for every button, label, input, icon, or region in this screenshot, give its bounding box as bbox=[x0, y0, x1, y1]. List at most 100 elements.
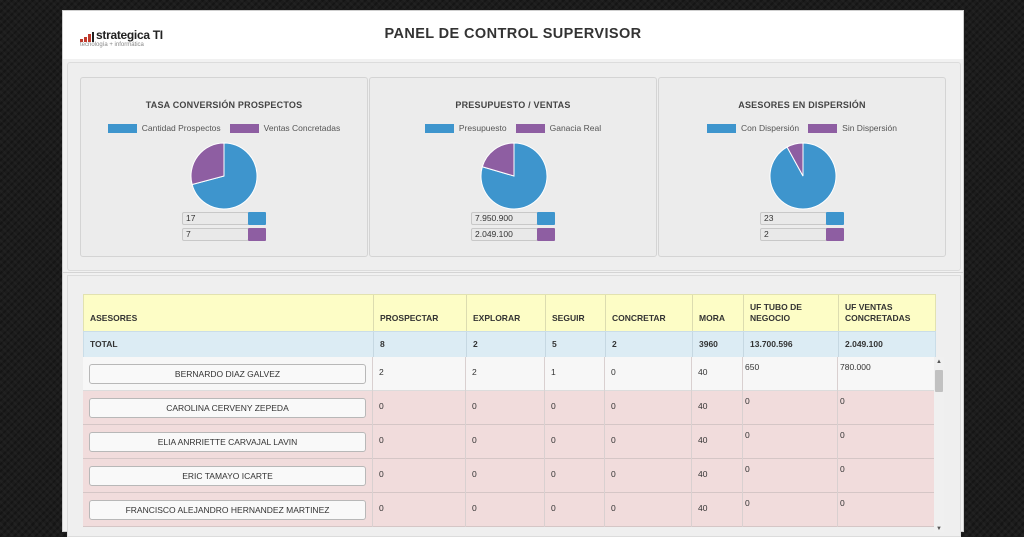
value-swatch bbox=[537, 228, 555, 241]
header: strategica TI tecnología + informática P… bbox=[63, 11, 963, 59]
column-header[interactable]: CONCRETAR bbox=[606, 295, 693, 331]
legend-label: Ventas Concretadas bbox=[263, 123, 341, 133]
asesores-table-section: ASESORES PROSPECTAR EXPLORAR SEGUIR CONC… bbox=[67, 275, 961, 537]
table-cell: 0 bbox=[373, 425, 466, 459]
legend-swatch bbox=[229, 123, 259, 133]
scroll-up-icon[interactable]: ▲ bbox=[936, 359, 942, 365]
card-title: ASESORES EN DISPERSIÓN bbox=[738, 100, 866, 110]
value-row: 7 bbox=[182, 228, 272, 241]
column-header[interactable]: UF TUBO DE NEGOCIO bbox=[744, 295, 839, 331]
asesor-button[interactable]: BERNARDO DIAZ GALVEZ bbox=[89, 364, 366, 384]
table-cell: 0 bbox=[605, 391, 692, 425]
value-swatch bbox=[537, 212, 555, 225]
value-swatch bbox=[248, 228, 266, 241]
table-cell: 0 bbox=[545, 391, 605, 425]
asesor-cell: ERIC TAMAYO ICARTE bbox=[83, 459, 373, 493]
legend-item[interactable]: Cantidad Prospectos bbox=[107, 123, 221, 133]
value-box: 7 bbox=[182, 228, 249, 241]
table-cell: 780.000 bbox=[840, 362, 871, 372]
logo-name: strategica TI bbox=[96, 28, 163, 42]
table-cell: 0 bbox=[466, 425, 545, 459]
column-header[interactable]: MORA bbox=[693, 295, 744, 331]
asesor-button[interactable]: CAROLINA CERVENY ZEPEDA bbox=[89, 398, 366, 418]
card-asesores-dispersion: ASESORES EN DISPERSIÓN Con Dispersión Si… bbox=[658, 77, 946, 257]
value-box: 2.049.100 bbox=[471, 228, 538, 241]
legend-swatch bbox=[515, 123, 545, 133]
value-row: 23 bbox=[760, 212, 850, 225]
asesor-cell: ELIA ANRRIETTE CARVAJAL LAVIN bbox=[83, 425, 373, 459]
table-cell: 40 bbox=[692, 391, 743, 425]
value-swatch bbox=[826, 212, 844, 225]
column-header[interactable]: PROSPECTAR bbox=[374, 295, 467, 331]
value-swatch bbox=[248, 212, 266, 225]
total-cell: 2.049.100 bbox=[845, 339, 883, 349]
table-cell: 0 bbox=[605, 357, 692, 391]
table-cell: 0 bbox=[466, 459, 545, 493]
column-header[interactable]: SEGUIR bbox=[546, 295, 606, 331]
legend-item[interactable]: Con Dispersión bbox=[707, 123, 799, 133]
page-title: PANEL DE CONTROL SUPERVISOR bbox=[384, 26, 642, 42]
value-box: 23 bbox=[760, 212, 827, 225]
table-cell: 0 bbox=[743, 493, 838, 527]
table-cell: 0 bbox=[373, 459, 466, 493]
scroll-down-icon[interactable]: ▼ bbox=[936, 526, 942, 532]
table-total-row: TOTAL 8 2 5 2 3960 13.700.596 2.049.100 bbox=[83, 331, 936, 358]
value-row: 17 bbox=[182, 212, 272, 225]
value-box: 7.950.900 bbox=[471, 212, 538, 225]
table-scrollbar[interactable]: ▲ ▼ bbox=[934, 357, 944, 532]
table-cell: 0 bbox=[840, 430, 845, 440]
scrollbar-thumb[interactable] bbox=[935, 370, 943, 392]
legend-swatch bbox=[707, 123, 737, 133]
table-row: CAROLINA CERVENY ZEPEDA 0 0 0 0 40 0 0 bbox=[83, 391, 934, 425]
table-cell: 40 bbox=[692, 425, 743, 459]
asesor-button[interactable]: ELIA ANRRIETTE CARVAJAL LAVIN bbox=[89, 432, 366, 452]
asesor-cell: BERNARDO DIAZ GALVEZ bbox=[83, 357, 373, 391]
legend-item[interactable]: Presupuesto bbox=[424, 123, 507, 133]
table-cell: 0 bbox=[840, 396, 845, 406]
table-header: ASESORES PROSPECTAR EXPLORAR SEGUIR CONC… bbox=[83, 294, 936, 332]
table-cell: 650 bbox=[743, 357, 838, 391]
column-header[interactable]: UF VENTAS CONCRETADAS bbox=[845, 302, 911, 323]
pie-chart[interactable] bbox=[190, 142, 258, 210]
table-cell: 0 bbox=[545, 425, 605, 459]
table-cell: 40 bbox=[692, 357, 743, 391]
column-header[interactable]: EXPLORAR bbox=[467, 295, 546, 331]
legend-swatch bbox=[107, 123, 137, 133]
pie-chart[interactable] bbox=[480, 142, 548, 210]
table-cell: 0 bbox=[605, 493, 692, 527]
table-cell: 0 bbox=[373, 391, 466, 425]
legend-label: Sin Dispersión bbox=[842, 123, 897, 133]
table-cell: 0 bbox=[743, 459, 838, 493]
table-cell: 40 bbox=[692, 459, 743, 493]
legend-item[interactable]: Sin Dispersión bbox=[808, 123, 897, 133]
table-cell: 0 bbox=[743, 391, 838, 425]
table-row: BERNARDO DIAZ GALVEZ 2 2 1 0 40 650 780.… bbox=[83, 357, 934, 391]
column-header[interactable]: ASESORES bbox=[84, 295, 374, 331]
asesor-button[interactable]: FRANCISCO ALEJANDRO HERNANDEZ MARTINEZ bbox=[89, 500, 366, 520]
total-cell: 2 bbox=[467, 332, 546, 357]
table-row: ERIC TAMAYO ICARTE 0 0 0 0 40 0 0 bbox=[83, 459, 934, 493]
pie-slice-ganacia-real[interactable] bbox=[481, 142, 515, 177]
value-box: 17 bbox=[182, 212, 249, 225]
table-cell: 0 bbox=[466, 493, 545, 527]
pie-slice-cantidad-prospectos[interactable] bbox=[191, 142, 258, 210]
pie-chart[interactable] bbox=[769, 142, 837, 210]
chart-legend: Con Dispersión Sin Dispersión bbox=[659, 123, 945, 133]
legend-item[interactable]: Ganacia Real bbox=[515, 123, 601, 133]
company-logo: strategica TI tecnología + informática bbox=[80, 28, 200, 54]
total-cell: 3960 bbox=[693, 332, 744, 357]
logo-tagline: tecnología + informática bbox=[80, 42, 144, 48]
table-body[interactable]: BERNARDO DIAZ GALVEZ 2 2 1 0 40 650 780.… bbox=[83, 357, 934, 532]
table-cell: 40 bbox=[692, 493, 743, 527]
table-cell: 0 bbox=[840, 464, 845, 474]
table-row: ELIA ANRRIETTE CARVAJAL LAVIN 0 0 0 0 40… bbox=[83, 425, 934, 459]
asesor-button[interactable]: ERIC TAMAYO ICARTE bbox=[89, 466, 366, 486]
pie-slice-ventas-concretadas[interactable] bbox=[190, 142, 225, 186]
table-cell: 0 bbox=[605, 459, 692, 493]
table-cell: 0 bbox=[605, 425, 692, 459]
logo-bars-icon bbox=[80, 32, 94, 42]
pie-slice-sin-dispersi-n[interactable] bbox=[786, 142, 804, 177]
legend-item[interactable]: Ventas Concretadas bbox=[229, 123, 341, 133]
total-cell: TOTAL bbox=[84, 332, 374, 357]
total-cell: 13.700.596 bbox=[744, 332, 839, 357]
